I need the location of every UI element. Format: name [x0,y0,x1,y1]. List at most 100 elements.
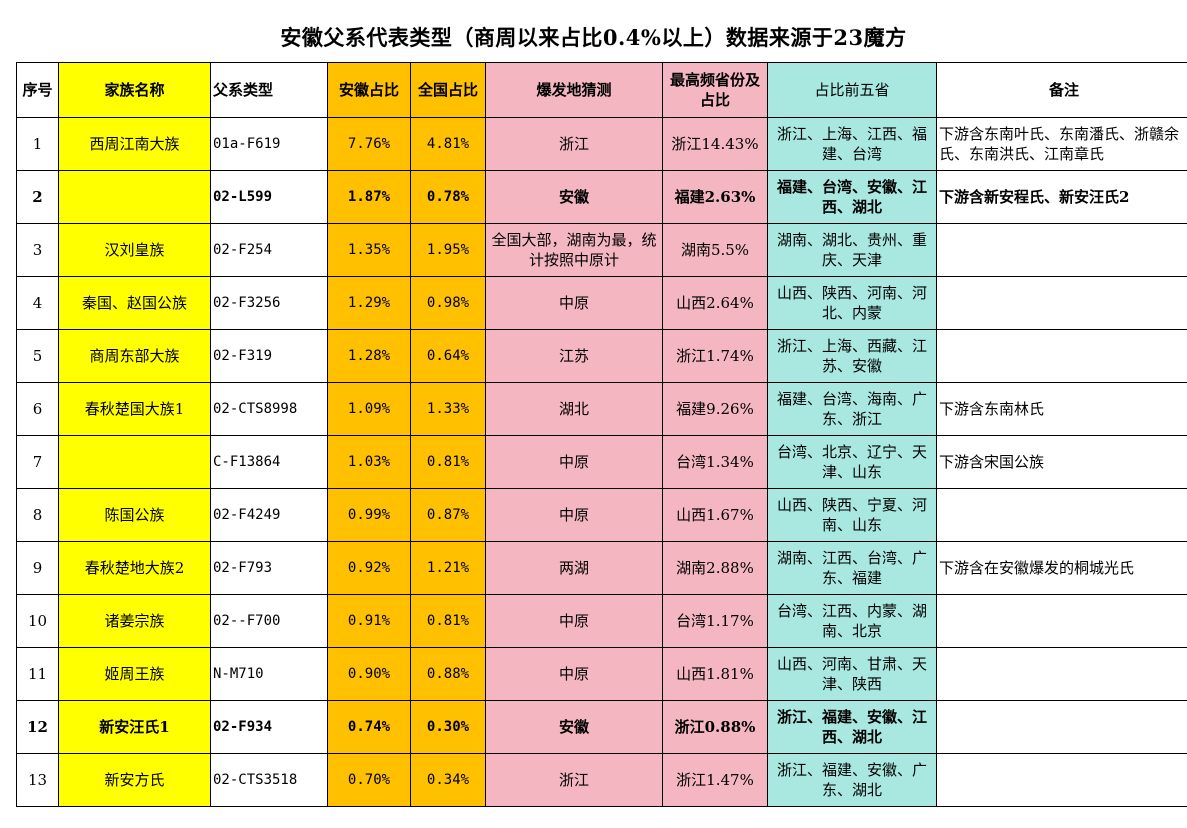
cell-paternal-type: 02-F793 [210,541,328,595]
cell-origin: 中原 [485,488,663,542]
header-origin: 爆发地猜测 [485,62,663,118]
cell-origin: 江苏 [485,329,663,383]
cell-national-ratio: 0.30% [410,700,486,754]
cell-max-province: 浙江14.43% [662,117,768,171]
cell-note [936,594,1187,648]
table-row: 10 诸姜宗族 02--F700 0.91% 0.81% 中原 台湾1.17% 台湾、江西、内… [16,594,1187,648]
cell-note: 下游含东南叶氏、东南潘氏、浙赣余氏、东南洪氏、江南章氏 [936,117,1187,171]
cell-family-name: 春秋楚地大族2 [58,541,211,595]
cell-origin: 湖北 [485,382,663,436]
cell-max-province: 山西2.64% [662,276,768,330]
cell-origin: 安徽 [485,170,663,224]
cell-top5-provinces: 台湾、江西、内蒙、湖南、北京 [767,594,937,648]
table-row: 11 姬周王族 N-M710 0.90% 0.88% 中原 山西1.81% 山西、河南、甘肃、… [16,647,1187,701]
cell-top5-provinces: 山西、陕西、宁夏、河南、山东 [767,488,937,542]
table-row: 9 春秋楚地大族2 02-F793 0.92% 1.21% 两湖 湖南2.88% 湖南、江西、… [16,541,1187,595]
cell-anhui-ratio: 1.28% [327,329,411,383]
cell-origin: 全国大部，湖南为最，统计按照中原计 [485,223,663,277]
cell-max-province: 湖南2.88% [662,541,768,595]
cell-note: 下游含东南林氏 [936,382,1187,436]
cell-origin: 中原 [485,435,663,489]
cell-max-province: 浙江0.88% [662,700,768,754]
cell-family-name: 汉刘皇族 [58,223,211,277]
cell-paternal-type: 02-F319 [210,329,328,383]
cell-note [936,753,1187,807]
header-max: 最高频省份及占比 [662,62,768,118]
cell-top5-provinces: 台湾、北京、辽宁、天津、山东 [767,435,937,489]
cell-max-province: 台湾1.34% [662,435,768,489]
cell-max-province: 山西1.81% [662,647,768,701]
cell-note: 下游含在安徽爆发的桐城光氏 [936,541,1187,595]
cell-note: 下游含宋国公族 [936,435,1187,489]
cell-top5-provinces: 浙江、上海、江西、福建、台湾 [767,117,937,171]
cell-top5-provinces: 湖南、湖北、贵州、重庆、天津 [767,223,937,277]
cell-origin: 安徽 [485,700,663,754]
cell-national-ratio: 1.21% [410,541,486,595]
cell-seq: 8 [16,488,59,542]
header-row: 序号 家族名称 父系类型 安徽占比 全国占比 爆发地猜测 最高频省份及占比 占比… [16,62,1187,118]
cell-paternal-type: 02-F3256 [210,276,328,330]
cell-family-name: 商周东部大族 [58,329,211,383]
cell-seq: 5 [16,329,59,383]
header-type: 父系类型 [210,62,328,118]
cell-anhui-ratio: 0.91% [327,594,411,648]
data-table: 序号 家族名称 父系类型 安徽占比 全国占比 爆发地猜测 最高频省份及占比 占比… [16,62,1187,807]
cell-anhui-ratio: 1.87% [327,170,411,224]
cell-top5-provinces: 浙江、福建、安徽、江西、湖北 [767,700,937,754]
cell-family-name: 春秋楚国大族1 [58,382,211,436]
page-title: 安徽父系代表类型（商周以来占比0.4%以上）数据来源于23魔方 [280,25,907,50]
cell-note [936,276,1187,330]
table-row: 8 陈国公族 02-F4249 0.99% 0.87% 中原 山西1.67% 山西、陕西、宁夏… [16,488,1187,542]
cell-origin: 中原 [485,647,663,701]
cell-paternal-type: 02-L599 [210,170,328,224]
cell-max-province: 福建2.63% [662,170,768,224]
cell-origin: 中原 [485,276,663,330]
cell-national-ratio: 1.95% [410,223,486,277]
cell-paternal-type: 02--F700 [210,594,328,648]
cell-origin: 浙江 [485,117,663,171]
table-row: 12 新安汪氏1 02-F934 0.74% 0.30% 安徽 浙江0.88% 浙江、福建、安… [16,700,1187,754]
cell-family-name: 新安汪氏1 [58,700,211,754]
cell-origin: 中原 [485,594,663,648]
header-name: 家族名称 [58,62,211,118]
cell-anhui-ratio: 7.76% [327,117,411,171]
table-row: 3 汉刘皇族 02-F254 1.35% 1.95% 全国大部，湖南为最，统计按照中原计湖… [16,223,1187,277]
cell-seq: 6 [16,382,59,436]
header-note: 备注 [936,62,1187,118]
cell-paternal-type: C-F13864 [210,435,328,489]
cell-paternal-type: N-M710 [210,647,328,701]
cell-national-ratio: 0.87% [410,488,486,542]
cell-national-ratio: 0.98% [410,276,486,330]
table-row: 13 新安方氏 02-CTS3518 0.70% 0.34% 浙江 浙江1.47% 浙江、福建… [16,753,1187,807]
cell-family-name: 秦国、赵国公族 [58,276,211,330]
cell-national-ratio: 0.81% [410,435,486,489]
cell-origin: 两湖 [485,541,663,595]
cell-anhui-ratio: 0.70% [327,753,411,807]
cell-seq: 4 [16,276,59,330]
cell-note [936,647,1187,701]
cell-top5-provinces: 山西、陕西、河南、河北、内蒙 [767,276,937,330]
cell-national-ratio: 0.34% [410,753,486,807]
cell-max-province: 浙江1.74% [662,329,768,383]
cell-seq: 7 [16,435,59,489]
cell-paternal-type: 02-F934 [210,700,328,754]
cell-anhui-ratio: 1.35% [327,223,411,277]
cell-top5-provinces: 湖南、江西、台湾、广东、福建 [767,541,937,595]
cell-anhui-ratio: 0.90% [327,647,411,701]
cell-seq: 9 [16,541,59,595]
cell-anhui-ratio: 1.29% [327,276,411,330]
cell-national-ratio: 0.78% [410,170,486,224]
table-row: 5 商周东部大族 02-F319 1.28% 0.64% 江苏 浙江1.74% 浙江、上海、西… [16,329,1187,383]
table-row: 2 02-L599 1.87% 0.78% 安徽 福建2.63% 福建、台湾、安徽、江西、湖… [16,170,1187,224]
cell-paternal-type: 01a-F619 [210,117,328,171]
cell-family-name: 诸姜宗族 [58,594,211,648]
cell-paternal-type: 02-F254 [210,223,328,277]
cell-national-ratio: 0.64% [410,329,486,383]
cell-anhui-ratio: 0.99% [327,488,411,542]
cell-national-ratio: 0.81% [410,594,486,648]
table-row: 7 C-F13864 1.03% 0.81% 中原 台湾1.34% 台湾、北京、辽宁、天津、… [16,435,1187,489]
cell-seq: 11 [16,647,59,701]
cell-max-province: 台湾1.17% [662,594,768,648]
cell-family-name: 陈国公族 [58,488,211,542]
cell-family-name: 新安方氏 [58,753,211,807]
